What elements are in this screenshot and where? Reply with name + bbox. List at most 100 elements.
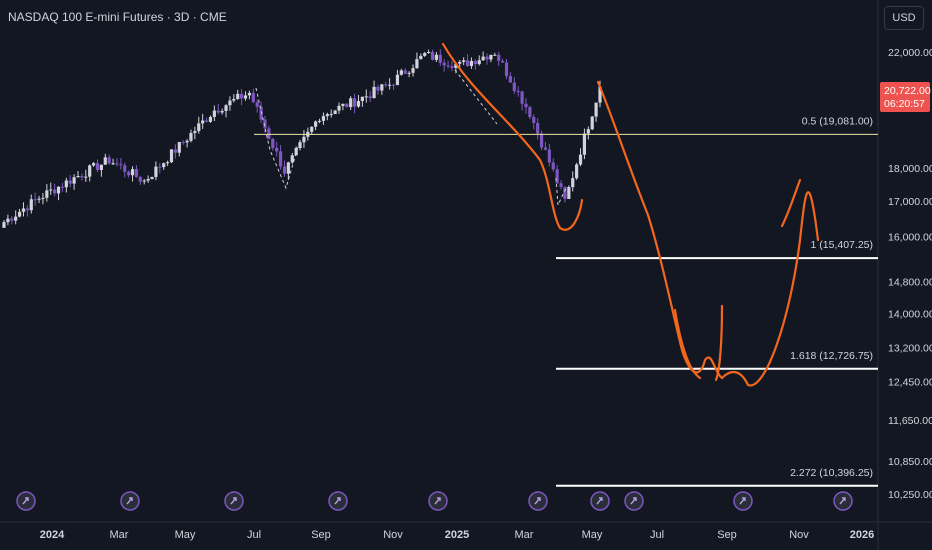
event-icon [630,497,637,505]
candle-body [255,102,259,107]
freehand-stroke [441,42,584,231]
time-tick-label: Nov [383,529,403,541]
countdown-label: 06:20:57 [884,98,925,110]
candle-body [516,91,520,93]
candle-body [329,114,333,116]
candle-body [204,120,209,122]
candle-body [575,164,579,179]
candle-body [302,136,306,143]
candle-body [325,114,329,117]
candle-body [524,103,528,108]
currency-button[interactable]: USD [884,6,924,30]
candle-body [10,218,14,221]
candle-body [434,54,438,60]
candle-body [290,155,294,163]
candle-body [481,56,485,61]
candle-body [286,162,290,174]
price-axis[interactable]: 22,000.00 18,000.00 17,000.00 16,000.00 14,8… [888,47,932,501]
candle-body [536,123,540,134]
freehand-stroke [673,308,702,380]
candle-body [458,61,462,64]
price-tick-label: 10,250.00 [888,489,932,501]
candle-body [356,100,361,107]
candle-body [419,55,423,60]
candle-body [376,86,380,91]
candle-body [403,70,407,74]
candle-body [489,54,493,60]
candle-body [37,198,41,200]
candle-body [185,140,189,143]
candle-body [189,132,193,141]
candle-body [119,164,123,166]
candle-body [497,54,501,61]
time-axis[interactable]: 2024 Mar May Jul Sep Nov 2025 Mar May Jul Sep Nov 20… [40,529,874,541]
candle-body [598,86,602,103]
candle-body [504,62,509,77]
time-tick-label: 2026 [850,529,874,541]
price-tick-label: 10,850.00 [888,456,932,468]
candle-body [407,72,411,74]
candle-body [208,116,213,122]
freehand-stroke [596,80,820,387]
candle-body [162,163,166,168]
fib-levels: 0.5 (19,081.00) 1 (15,407.25) 1.618 (12,72… [254,115,878,487]
candle-body [216,110,220,113]
candle-body [438,54,442,63]
candle-body [177,142,181,153]
event-icon [334,497,341,505]
price-tick-label: 17,000.00 [888,196,932,208]
candle-body [267,128,271,139]
freehand-stroke [780,178,802,228]
candle-body [146,179,150,181]
candle-body [473,60,477,65]
candle-body [360,96,364,101]
event-icons [16,491,853,511]
candle-body [247,92,252,96]
candle-body [337,105,341,111]
candle-body [282,166,287,174]
candle-body [551,162,555,170]
last-price-label: 20,722.00 [884,85,931,97]
candle-body [278,151,283,167]
event-icon [230,497,237,505]
time-tick-label: Nov [789,529,809,541]
candle-body [243,95,248,99]
event-icon [434,497,441,505]
candle-body [99,164,103,171]
price-tick-label: 22,000.00 [888,47,932,59]
time-tick-label: 2025 [445,529,469,541]
fib-label: 0.5 (19,081.00) [802,115,873,127]
candle-body [477,60,481,65]
candle-body [236,93,240,99]
candle-body [25,208,29,211]
candle-body [508,76,513,83]
freehand-stroke [714,304,724,382]
price-tick-label: 18,000.00 [888,163,932,175]
candle-body [212,110,216,117]
candle-body [427,51,431,53]
candle-body [364,96,368,98]
candle-body [454,63,458,68]
candle-body [72,177,76,184]
candle-body [391,84,396,86]
candle-body [123,165,127,172]
candle-body [380,84,384,91]
price-tick-label: 11,650.00 [888,415,932,427]
candle-body [345,103,349,108]
candle-body [582,133,587,155]
candle-body [173,149,177,153]
candle-body [594,102,598,117]
candle-body [29,199,33,211]
candle-body [501,60,505,63]
event-icon [839,497,846,505]
candle-body [465,60,470,67]
candle-body [41,197,45,199]
candle-body [68,180,72,184]
candle-body [95,163,100,171]
candle-body [469,60,474,67]
candle-body [60,186,65,188]
zigzag-dashed-lines [255,69,567,207]
